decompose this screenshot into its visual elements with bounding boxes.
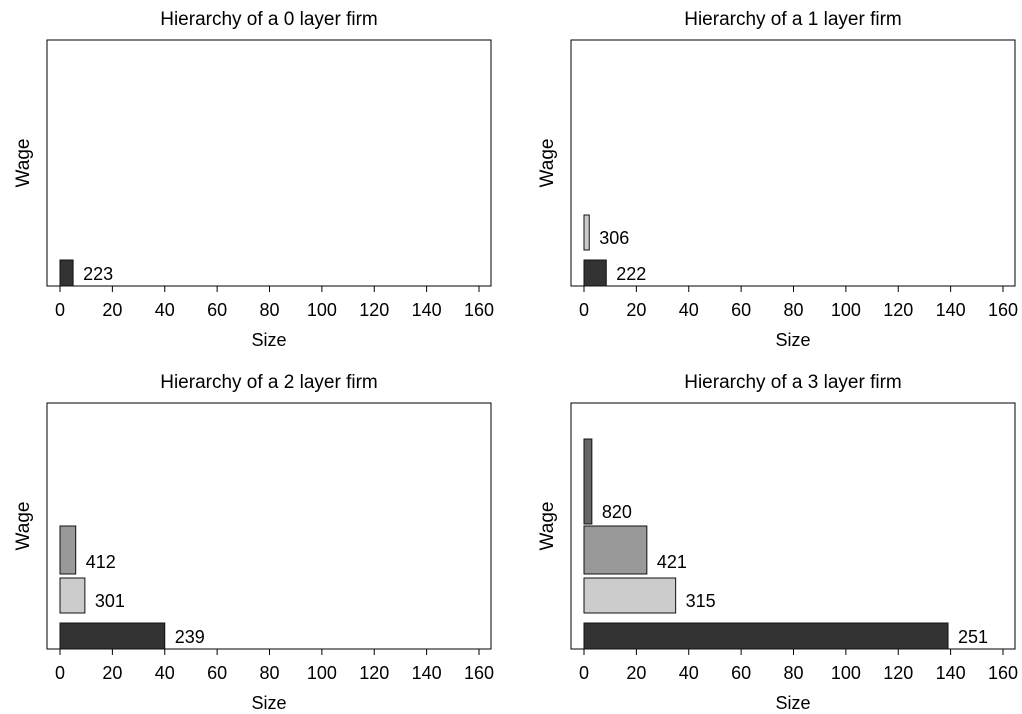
chart-title: Hierarchy of a 0 layer firm — [160, 9, 378, 30]
chart-panel-2: Hierarchy of a 2 layer firm Wage 0 20 40 60 80… — [13, 372, 494, 713]
y-axis-label: Wage — [13, 139, 34, 188]
plot-frame — [570, 39, 1016, 287]
chart-title: Hierarchy of a 2 layer firm — [160, 372, 378, 393]
x-tick-label: 140 — [936, 663, 966, 683]
x-tick-label: 60 — [207, 300, 227, 320]
bar-value-label: 315 — [686, 591, 716, 611]
x-axis-label: Size — [251, 330, 286, 350]
bar-layer-1 — [583, 214, 590, 251]
bar-layer-0 — [583, 259, 607, 287]
x-tick-label: 40 — [155, 663, 175, 683]
x-tick-label: 20 — [102, 663, 122, 683]
x-tick-label: 140 — [412, 663, 442, 683]
bar-value-label: 222 — [616, 264, 646, 284]
x-tick-label: 100 — [831, 300, 861, 320]
bar-layer-0 — [59, 622, 166, 650]
bar-layer-2 — [59, 525, 77, 575]
x-tick-label: 140 — [936, 300, 966, 320]
x-tick-label: 0 — [55, 663, 65, 683]
x-tick-label: 20 — [626, 663, 646, 683]
x-tick-label: 100 — [307, 663, 337, 683]
bar-value-label: 251 — [958, 627, 988, 647]
x-axis-label: Size — [251, 693, 286, 713]
bar-layer-1 — [583, 577, 677, 614]
x-tick-label: 160 — [988, 663, 1018, 683]
x-tick-label: 40 — [155, 300, 175, 320]
x-tick-label: 40 — [679, 663, 699, 683]
x-tick-label: 120 — [359, 300, 389, 320]
chart-panel-0: Hierarchy of a 0 layer firm Wage 0 20 40 60 80… — [13, 9, 494, 350]
x-tick-label: 40 — [679, 300, 699, 320]
bar-value-label: 306 — [599, 228, 629, 248]
x-tick-label: 100 — [831, 663, 861, 683]
plot-frame — [46, 39, 492, 287]
chart-title: Hierarchy of a 3 layer firm — [684, 372, 902, 393]
x-tick-label: 160 — [464, 300, 494, 320]
y-axis-label: Wage — [13, 502, 34, 551]
y-axis-label: Wage — [537, 139, 558, 188]
x-tick-label: 140 — [412, 300, 442, 320]
x-tick-label: 160 — [464, 663, 494, 683]
y-axis-label: Wage — [537, 502, 558, 551]
bar-layer-0 — [583, 622, 949, 650]
x-axis-label: Size — [775, 330, 810, 350]
bar-value-label: 421 — [657, 552, 687, 572]
chart-title: Hierarchy of a 1 layer firm — [684, 9, 902, 30]
bar-value-label: 301 — [95, 591, 125, 611]
x-tick-label: 0 — [55, 300, 65, 320]
x-tick-label: 60 — [207, 663, 227, 683]
x-tick-label: 160 — [988, 300, 1018, 320]
x-tick-label: 120 — [359, 663, 389, 683]
x-tick-label: 80 — [783, 663, 803, 683]
chart-panel-3: Hierarchy of a 3 layer firm Wage 0 20 40 60 80… — [537, 372, 1018, 713]
bar-value-label: 239 — [175, 627, 205, 647]
x-tick-label: 120 — [883, 300, 913, 320]
x-tick-label: 60 — [731, 300, 751, 320]
bar-layer-3 — [583, 438, 593, 525]
x-axis-label: Size — [775, 693, 810, 713]
bar-value-label: 820 — [602, 502, 632, 522]
bar-value-label: 412 — [86, 552, 116, 572]
x-tick-label: 80 — [783, 300, 803, 320]
x-tick-label: 0 — [579, 300, 589, 320]
x-tick-label: 80 — [259, 300, 279, 320]
bar-layer-1 — [59, 577, 86, 614]
plot-frame — [46, 402, 492, 650]
x-tick-label: 20 — [102, 300, 122, 320]
chart-panel-1: Hierarchy of a 1 layer firm Wage 0 20 40 60 80… — [537, 9, 1018, 350]
bar-layer-2 — [583, 525, 648, 575]
x-tick-label: 20 — [626, 300, 646, 320]
x-tick-label: 100 — [307, 300, 337, 320]
x-tick-label: 120 — [883, 663, 913, 683]
bar-layer-0 — [59, 259, 74, 287]
x-tick-label: 0 — [579, 663, 589, 683]
x-tick-label: 60 — [731, 663, 751, 683]
x-tick-label: 80 — [259, 663, 279, 683]
bar-value-label: 223 — [83, 264, 113, 284]
